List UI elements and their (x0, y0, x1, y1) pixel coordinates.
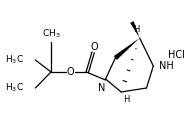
Text: H$_3$C: H$_3$C (5, 54, 24, 66)
Text: N: N (98, 83, 105, 93)
Text: H: H (133, 25, 140, 34)
Text: H$_3$C: H$_3$C (5, 82, 24, 94)
Text: H: H (123, 96, 129, 105)
Text: NH: NH (159, 61, 174, 71)
Polygon shape (114, 38, 140, 60)
Text: O: O (90, 42, 98, 52)
Text: HCl: HCl (168, 50, 185, 60)
Polygon shape (130, 21, 140, 38)
Text: O: O (67, 67, 74, 77)
Text: CH$_3$: CH$_3$ (42, 28, 60, 40)
